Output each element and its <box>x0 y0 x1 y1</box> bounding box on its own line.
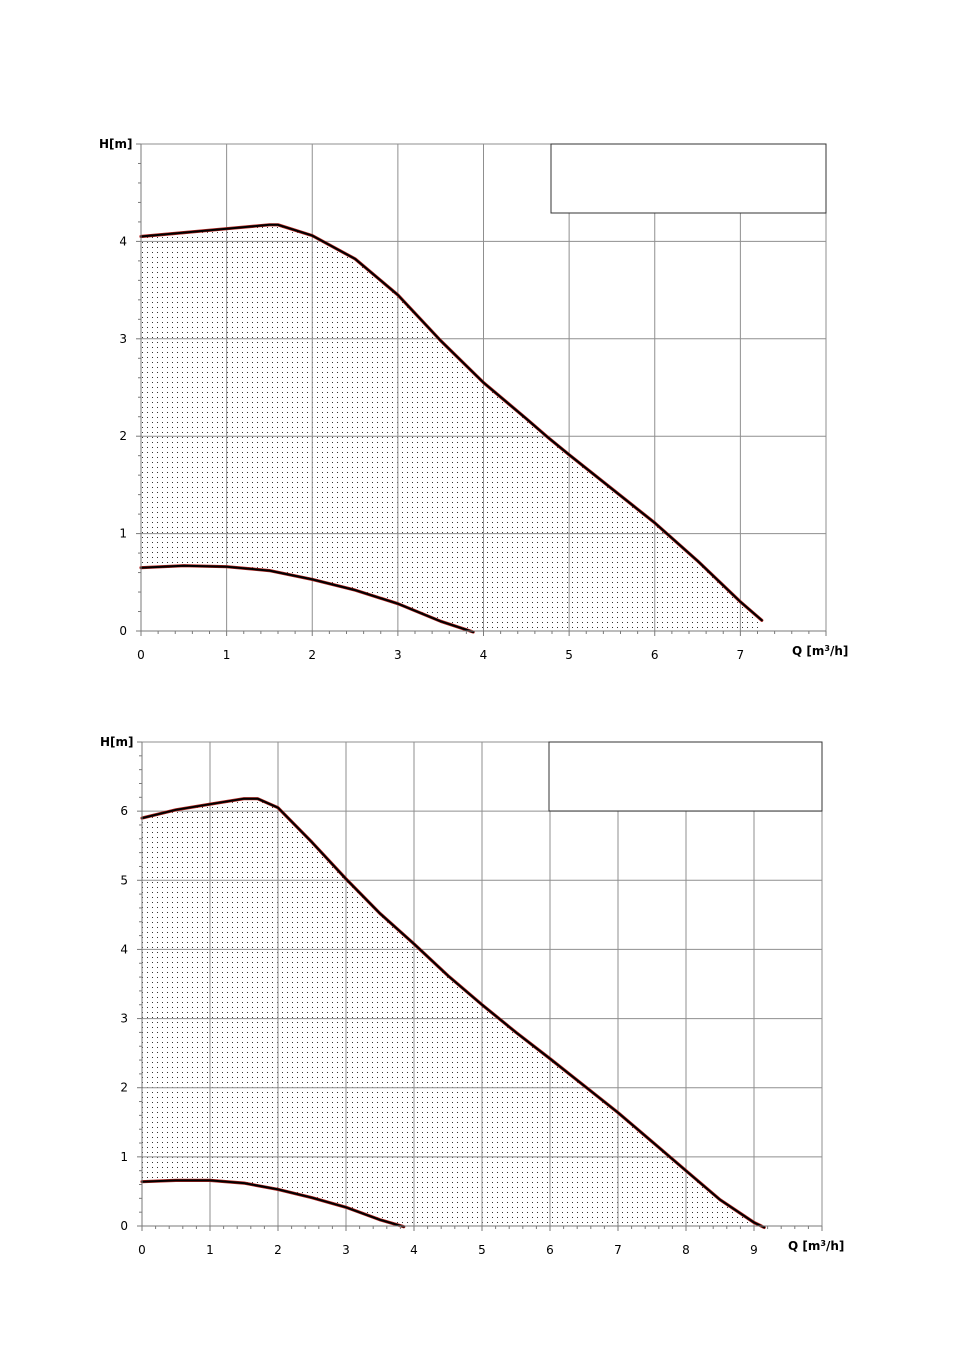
y-axis-label: H[m] <box>100 735 134 749</box>
x-tick-label: 1 <box>223 648 231 662</box>
y-tick-label: 1 <box>120 1150 128 1164</box>
x-tick-label: 7 <box>737 648 745 662</box>
operating-area <box>142 798 765 1226</box>
y-tick-label: 0 <box>119 624 127 638</box>
y-tick-label: 3 <box>120 1012 128 1026</box>
x-tick-label: 9 <box>750 1243 758 1257</box>
y-tick-label: 3 <box>119 332 127 346</box>
y-tick-label: 0 <box>120 1219 128 1233</box>
y-tick-label: 6 <box>120 804 128 818</box>
x-tick-label: 4 <box>480 648 488 662</box>
x-tick-label: 0 <box>138 1243 146 1257</box>
x-tick-label: 0 <box>137 648 145 662</box>
x-tick-label: 8 <box>682 1243 690 1257</box>
min-curve <box>140 564 475 633</box>
pump-curve-chart-1: 0 1 2 3 4 5 6 7 0 1 2 3 4 H[m] Q [m3/h] <box>99 137 848 662</box>
x-tick-label: 5 <box>565 648 573 662</box>
y-tick-label: 1 <box>119 527 127 541</box>
x-tick-label: 4 <box>410 1243 418 1257</box>
x-tick-label: 3 <box>394 648 402 662</box>
x-tick-label: 6 <box>651 648 659 662</box>
x-axis-label: Q [m3/h] <box>788 1239 844 1254</box>
max-curve <box>140 223 763 622</box>
x-axis-label: Q [m3/h] <box>792 644 848 659</box>
x-tick-label: 1 <box>206 1243 214 1257</box>
y-axis-label: H[m] <box>99 137 133 151</box>
legend-box <box>548 741 823 812</box>
x-tick-label: 2 <box>274 1243 282 1257</box>
max-curve <box>141 797 766 1229</box>
x-tick-label: 2 <box>308 648 316 662</box>
y-tick-label: 5 <box>120 873 128 887</box>
x-tick-label: 3 <box>342 1243 350 1257</box>
y-tick-label: 4 <box>120 942 128 956</box>
x-tick-label: 7 <box>614 1243 622 1257</box>
x-tick-label: 5 <box>478 1243 486 1257</box>
y-tick-label: 4 <box>119 234 127 248</box>
y-tick-label: 2 <box>120 1081 128 1095</box>
legend-box <box>550 143 827 214</box>
min-curve <box>141 1179 405 1228</box>
x-tick-label: 6 <box>546 1243 554 1257</box>
operating-area <box>141 224 762 632</box>
y-tick-label: 2 <box>119 429 127 443</box>
